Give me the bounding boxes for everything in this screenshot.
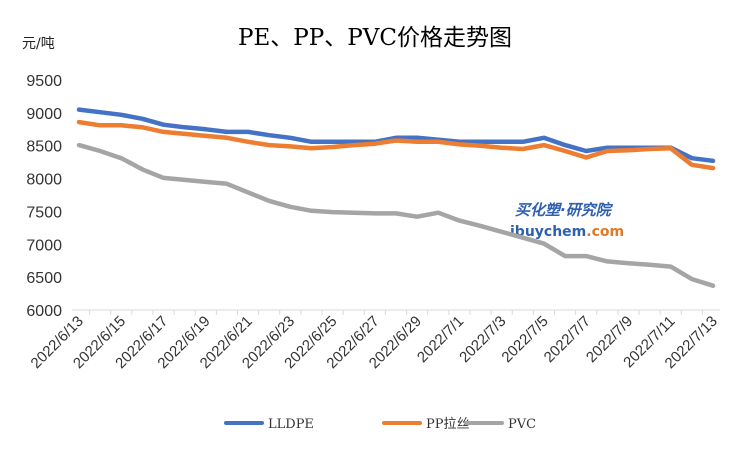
watermark-en-main: ibuychem xyxy=(510,224,586,240)
y-tick-label: 6000 xyxy=(26,303,62,320)
y-tick-label: 7000 xyxy=(26,237,62,254)
y-tick-label: 6500 xyxy=(26,270,62,287)
series-line-lldpe xyxy=(76,107,716,164)
legend-label: LLDPE xyxy=(268,417,314,432)
watermark-en-suffix: .com xyxy=(586,224,624,240)
watermark-en: ibuychem.com xyxy=(510,224,624,240)
chart-title: PE、PP、PVC价格走势图 xyxy=(238,25,512,51)
y-tick-label: 9500 xyxy=(26,73,62,90)
series-lines xyxy=(76,107,716,288)
watermark-cn: 买化塑·研究院 xyxy=(515,201,614,219)
x-tick-marks xyxy=(89,310,703,315)
y-tick-label: 7500 xyxy=(26,204,62,221)
y-tick-label: 8000 xyxy=(26,172,62,189)
legend-label: PP拉丝 xyxy=(426,417,470,432)
y-axis-unit-label: 元/吨 xyxy=(22,36,55,52)
series-line-pvc xyxy=(76,142,716,288)
y-tick-label: 9000 xyxy=(26,106,62,123)
x-tick-labels: 2022/6/132022/6/152022/6/172022/6/192022… xyxy=(28,313,721,372)
series-line-pppp xyxy=(76,119,716,171)
y-tick-label: 8500 xyxy=(26,139,62,156)
legend-label: PVC xyxy=(508,417,536,432)
watermark: 买化塑·研究院 ibuychem.com xyxy=(510,201,624,240)
legend: LLDPE PP拉丝 PVC xyxy=(224,417,536,432)
y-tick-labels: 6000 6500 7000 7500 8000 8500 9000 9500 xyxy=(26,73,62,320)
